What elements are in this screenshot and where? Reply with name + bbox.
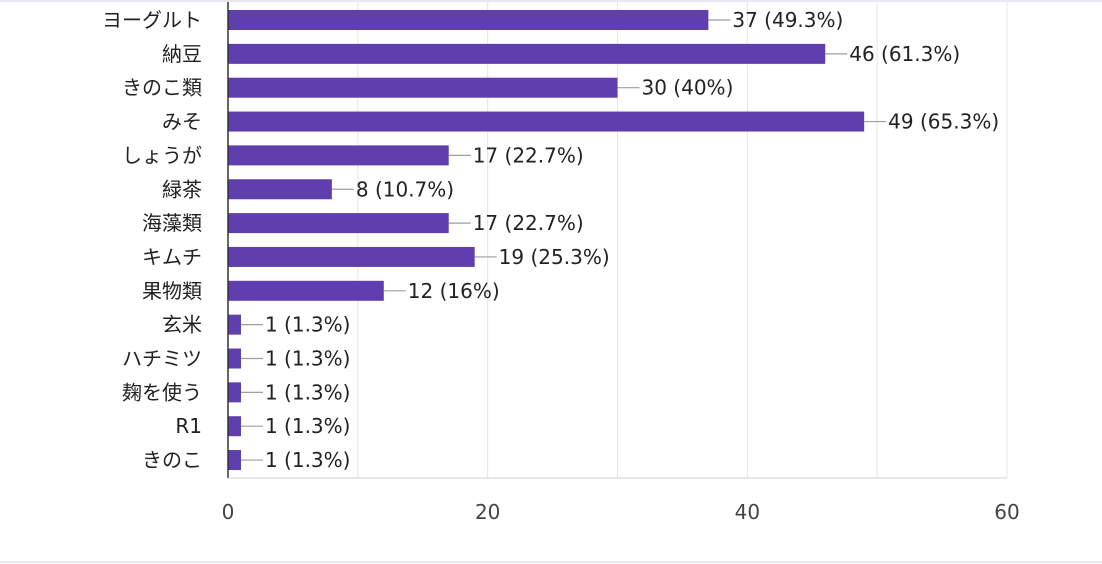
bar-3 xyxy=(228,111,865,132)
data-label-5: 8 (10.7%) xyxy=(356,177,454,201)
data-label-12: 1 (1.3%) xyxy=(265,414,351,438)
data-label-3: 49 (65.3%) xyxy=(888,110,999,134)
bar-2 xyxy=(228,77,618,98)
category-label-5: 緑茶 xyxy=(162,177,202,201)
data-label-10: 1 (1.3%) xyxy=(265,347,351,371)
category-label-1: 納豆 xyxy=(162,42,202,66)
category-label-13: きのこ xyxy=(142,448,202,472)
category-label-8: 果物類 xyxy=(142,279,202,303)
category-label-7: キムチ xyxy=(142,245,202,269)
x-tick-label-3: 60 xyxy=(994,500,1019,524)
bar-11 xyxy=(228,382,241,403)
data-label-9: 1 (1.3%) xyxy=(265,313,351,337)
category-label-2: きのこ類 xyxy=(122,76,202,100)
labels: 37 (49.3%) ヨーグルト 46 (61.3%) 納豆 30 (40%) きのこ類 4… xyxy=(102,8,1020,524)
category-label-11: 麹を使う xyxy=(122,380,202,404)
category-label-12: R1 xyxy=(175,414,202,438)
data-label-11: 1 (1.3%) xyxy=(265,380,351,404)
x-tick-label-1: 20 xyxy=(475,500,500,524)
bar-12 xyxy=(228,416,241,437)
data-label-2: 30 (40%) xyxy=(642,76,734,100)
data-label-0: 37 (49.3%) xyxy=(732,8,843,32)
bar-10 xyxy=(228,348,241,369)
data-label-8: 12 (16%) xyxy=(408,279,500,303)
category-label-9: 玄米 xyxy=(162,313,202,337)
data-label-1: 46 (61.3%) xyxy=(849,42,960,66)
category-label-10: ハチミツ xyxy=(122,347,202,371)
category-label-0: ヨーグルト xyxy=(102,8,202,32)
bar-13 xyxy=(228,450,241,471)
bar-1 xyxy=(228,43,826,64)
x-tick-label-0: 0 xyxy=(222,500,235,524)
bar-8 xyxy=(228,280,384,301)
category-label-3: みそ xyxy=(162,110,202,134)
category-label-4: しょうが xyxy=(122,143,202,167)
bar-4 xyxy=(228,145,449,166)
bar-6 xyxy=(228,213,449,234)
bars xyxy=(228,10,865,471)
axes xyxy=(227,2,1007,479)
data-label-13: 1 (1.3%) xyxy=(265,448,351,472)
category-label-6: 海藻類 xyxy=(142,211,202,235)
bar-0 xyxy=(228,10,709,30)
data-label-4: 17 (22.7%) xyxy=(473,143,584,167)
data-label-6: 17 (22.7%) xyxy=(473,211,584,235)
bar-7 xyxy=(228,246,475,267)
bar-9 xyxy=(228,314,241,335)
gridlines xyxy=(357,2,1008,478)
bar-5 xyxy=(228,179,332,200)
x-tick-label-2: 40 xyxy=(735,500,760,524)
data-label-7: 19 (25.3%) xyxy=(499,245,610,269)
